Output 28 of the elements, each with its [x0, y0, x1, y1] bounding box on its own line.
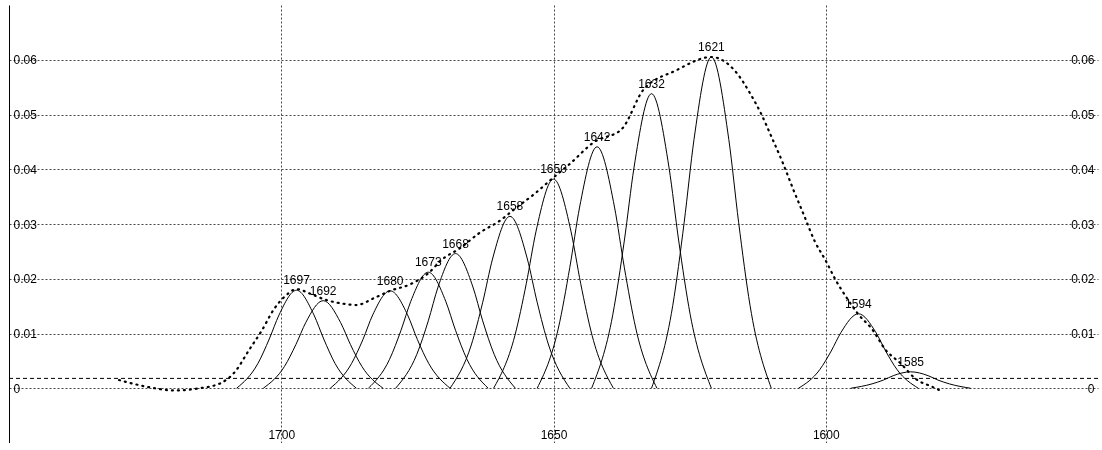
annotation: 1658 — [496, 199, 524, 214]
x-tick-label: 1650 — [540, 427, 568, 442]
y2-tick-label: 0.01 — [1071, 327, 1095, 341]
x-tick-label: 1600 — [812, 427, 840, 442]
y-tick-label: 0.05 — [13, 108, 38, 122]
y-tick-label: 0.04 — [13, 162, 38, 177]
annotation: 1697 — [283, 273, 311, 288]
annotation: 1594 — [845, 296, 873, 311]
annotation: 1621 — [698, 40, 726, 55]
annotation: 1632 — [638, 76, 666, 91]
y-tick-label: 0.06 — [13, 53, 38, 68]
y-tick-label: 0.02 — [13, 272, 38, 287]
x-tick-label: 1700 — [268, 427, 296, 442]
y2-tick-label: 0.06 — [1071, 53, 1095, 68]
y2-tick-label: 0.03 — [1071, 217, 1095, 232]
y2-tick-label: 0.04 — [1071, 162, 1095, 177]
annotation: 1680 — [376, 273, 404, 288]
y-tick-label: 0.03 — [13, 217, 38, 232]
annotation: 1692 — [309, 283, 337, 298]
y2-tick-label: 0 — [1087, 381, 1095, 396]
annotation: 1585 — [897, 354, 925, 369]
y2-tick-label: 0.02 — [1071, 272, 1095, 287]
annotation: 1668 — [442, 236, 470, 251]
annotation: 1642 — [583, 129, 611, 144]
annotation: 1673 — [414, 255, 442, 270]
y2-tick-label: 0.05 — [1071, 108, 1095, 122]
y-tick-label: 0 — [13, 381, 21, 396]
y-tick-label: 0.01 — [13, 327, 38, 341]
